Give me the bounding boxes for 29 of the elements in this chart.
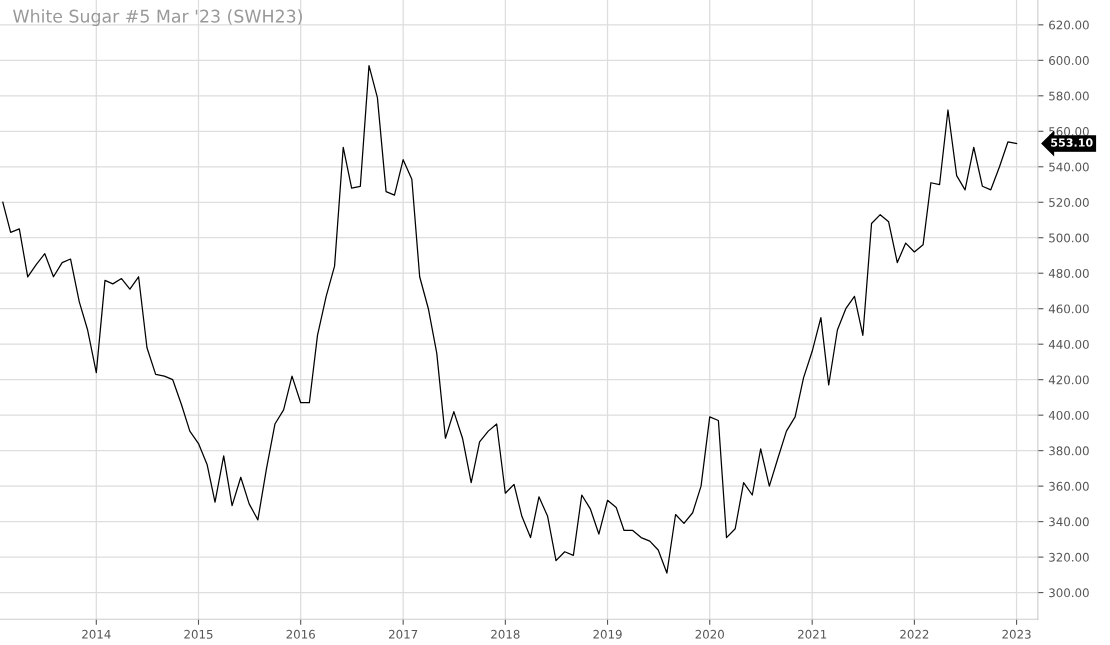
y-tick-label: 320.00 [1049,552,1089,562]
text: White Sugar #5 Mar '23 (SWH23) [13,9,302,27]
x-tick-label: 2019 [593,629,622,639]
x-tick-label: 2020 [695,629,724,639]
x-tick-label: 2016 [286,629,315,639]
y-tick-label: 300.00 [1049,588,1089,598]
x-tick-label: 2017 [389,629,418,639]
x-tick-label: 2021 [798,629,827,639]
y-tick-label: 520.00 [1049,197,1089,207]
y-tick-label: 540.00 [1049,162,1089,172]
x-tick-label: 2014 [82,629,111,639]
y-tick-label: 620.00 [1049,20,1089,30]
y-tick-label: 380.00 [1049,446,1089,456]
y-tick-label: 420.00 [1048,375,1089,385]
y-tick-label: 500.00 [1049,233,1089,243]
x-tick-label: 2022 [900,629,929,639]
y-tick-label: 460.00 [1048,304,1089,314]
y-tick-label: 440.00 [1048,339,1089,349]
y-tick-label: 580.00 [1049,91,1089,101]
y-tick-label: 400.00 [1048,410,1089,420]
x-tick-label: 2023 [1002,629,1031,639]
text: 553.10 [1051,138,1093,147]
x-tick-label: 2018 [491,629,520,639]
x-tick-label: 2015 [184,629,213,639]
y-tick-label: 600.00 [1049,56,1089,65]
y-tick-label: 340.00 [1049,517,1089,527]
line-series [2,65,1018,574]
y-tick-label: 360.00 [1049,481,1089,491]
y-tick-label: 480.00 [1048,268,1089,278]
